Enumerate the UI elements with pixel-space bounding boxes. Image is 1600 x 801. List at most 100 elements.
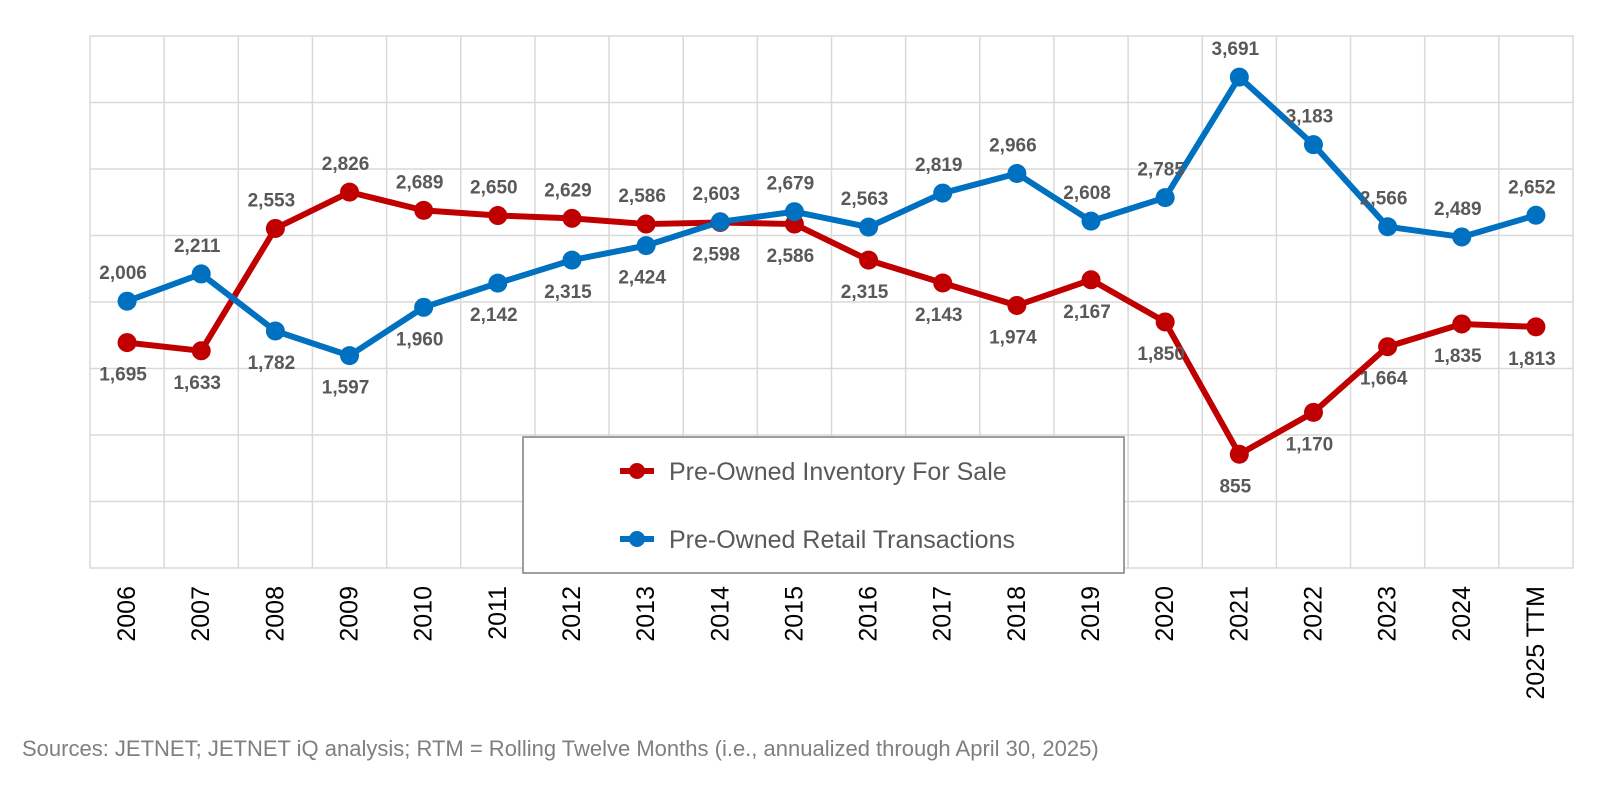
data-label: 2,586 bbox=[618, 186, 666, 207]
x-tick-label: 2012 bbox=[558, 586, 586, 642]
data-point-marker bbox=[933, 183, 953, 203]
data-label: 2,629 bbox=[544, 180, 592, 201]
x-tick-label: 2025 TTM bbox=[1522, 586, 1550, 699]
grid-lines bbox=[89, 35, 1574, 569]
series-line-1 bbox=[124, 74, 1539, 359]
legend-label-transactions: Pre-Owned Retail Transactions bbox=[669, 526, 1015, 554]
series-line-0 bbox=[124, 189, 1539, 458]
x-tick-label: 2015 bbox=[780, 586, 808, 642]
data-label: 855 bbox=[1219, 476, 1251, 497]
data-label: 2,424 bbox=[618, 268, 666, 289]
legend-marker-transactions bbox=[629, 531, 645, 547]
data-point-marker bbox=[1303, 135, 1323, 155]
data-point-marker bbox=[1081, 211, 1101, 231]
data-label: 2,142 bbox=[470, 305, 518, 326]
legend-entry-inventory: Pre-Owned Inventory For Sale bbox=[620, 458, 1007, 486]
data-label: 2,167 bbox=[1063, 302, 1111, 323]
data-point-marker bbox=[340, 182, 360, 202]
data-point-marker bbox=[1378, 337, 1398, 357]
data-label: 1,633 bbox=[173, 373, 221, 394]
data-point-marker bbox=[562, 250, 582, 270]
data-label: 2,819 bbox=[915, 155, 963, 176]
legend-box bbox=[522, 436, 1125, 574]
source-note: Sources: JETNET; JETNET iQ analysis; RTM… bbox=[22, 736, 1099, 761]
data-point-marker bbox=[562, 208, 582, 228]
data-point-marker bbox=[488, 206, 508, 226]
x-tick-label: 2010 bbox=[410, 586, 438, 642]
data-label: 2,826 bbox=[322, 154, 370, 175]
data-point-marker bbox=[1007, 164, 1027, 184]
data-point-marker bbox=[340, 346, 360, 366]
series-lines bbox=[117, 67, 1546, 464]
data-point-marker bbox=[784, 202, 804, 222]
x-tick-label: 2019 bbox=[1077, 586, 1105, 642]
data-label: 2,566 bbox=[1360, 189, 1408, 210]
data-point-marker bbox=[1081, 270, 1101, 290]
x-tick-label: 2020 bbox=[1151, 586, 1179, 642]
data-label: 2,553 bbox=[248, 190, 296, 211]
data-label: 1,850 bbox=[1137, 344, 1185, 365]
x-tick-label: 2007 bbox=[187, 586, 215, 642]
x-tick-label: 2018 bbox=[1003, 586, 1031, 642]
data-labels: 1,695 1,633 2,553 2,826 2,689 2,650 2,629 2,586… bbox=[99, 39, 1555, 497]
data-point-marker bbox=[1378, 217, 1398, 237]
data-label: 2,603 bbox=[693, 184, 741, 205]
data-point-marker bbox=[933, 273, 953, 293]
data-label: 2,679 bbox=[767, 174, 815, 195]
data-point-marker bbox=[1007, 295, 1027, 315]
data-point-marker bbox=[265, 218, 285, 238]
data-point-marker bbox=[710, 212, 730, 232]
x-tick-label: 2008 bbox=[261, 586, 289, 642]
data-point-marker bbox=[859, 217, 879, 237]
data-label: 2,006 bbox=[99, 263, 147, 284]
data-label: 2,315 bbox=[841, 282, 889, 303]
data-label: 1,974 bbox=[989, 327, 1037, 348]
x-tick-label: 2013 bbox=[632, 586, 660, 642]
data-label: 2,489 bbox=[1434, 199, 1482, 220]
x-tick-label: 2009 bbox=[336, 586, 364, 642]
data-label: 2,652 bbox=[1508, 177, 1556, 198]
data-point-marker bbox=[1229, 67, 1249, 87]
data-point-marker bbox=[117, 291, 137, 311]
data-point-marker bbox=[1526, 205, 1546, 225]
data-point-marker bbox=[1452, 314, 1472, 334]
data-point-marker bbox=[488, 273, 508, 293]
data-point-marker bbox=[414, 200, 434, 220]
data-label: 2,315 bbox=[544, 282, 592, 303]
data-label: 1,170 bbox=[1286, 434, 1334, 455]
x-tick-label: 2022 bbox=[1299, 586, 1327, 642]
legend-marker-inventory bbox=[629, 463, 645, 479]
data-label: 2,586 bbox=[767, 246, 815, 267]
data-point-marker bbox=[1526, 317, 1546, 337]
data-point-marker bbox=[859, 250, 879, 270]
data-label: 1,960 bbox=[396, 329, 444, 350]
data-label: 1,695 bbox=[99, 365, 147, 386]
x-tick-label: 2006 bbox=[113, 586, 141, 642]
x-tick-label: 2016 bbox=[855, 586, 883, 642]
data-label: 2,563 bbox=[841, 189, 889, 210]
data-label: 1,597 bbox=[322, 378, 370, 399]
x-tick-label: 2024 bbox=[1448, 586, 1476, 642]
data-point-marker bbox=[1229, 444, 1249, 464]
data-label: 1,835 bbox=[1434, 346, 1482, 367]
data-point-marker bbox=[636, 214, 656, 234]
data-point-marker bbox=[1303, 402, 1323, 422]
legend: Pre-Owned Inventory For Sale Pre-Owned R… bbox=[522, 436, 1125, 574]
x-tick-label: 2011 bbox=[484, 586, 512, 640]
data-point-marker bbox=[265, 321, 285, 341]
legend-entry-transactions: Pre-Owned Retail Transactions bbox=[620, 526, 1015, 554]
x-axis-tick-labels: 2006 2007 2008 2009 2010 2011 2012 2013 2014 2015… bbox=[113, 586, 1550, 700]
data-label: 2,598 bbox=[693, 244, 741, 265]
data-point-marker bbox=[1155, 312, 1175, 332]
data-point-marker bbox=[117, 333, 137, 353]
x-tick-label: 2023 bbox=[1374, 586, 1402, 642]
data-point-marker bbox=[1155, 188, 1175, 208]
data-point-marker bbox=[191, 341, 211, 361]
data-label: 2,143 bbox=[915, 305, 963, 326]
data-label: 2,608 bbox=[1063, 183, 1111, 204]
data-point-marker bbox=[1452, 227, 1472, 247]
data-label: 2,966 bbox=[989, 136, 1037, 157]
data-point-marker bbox=[414, 297, 434, 317]
data-label: 3,183 bbox=[1286, 107, 1334, 128]
